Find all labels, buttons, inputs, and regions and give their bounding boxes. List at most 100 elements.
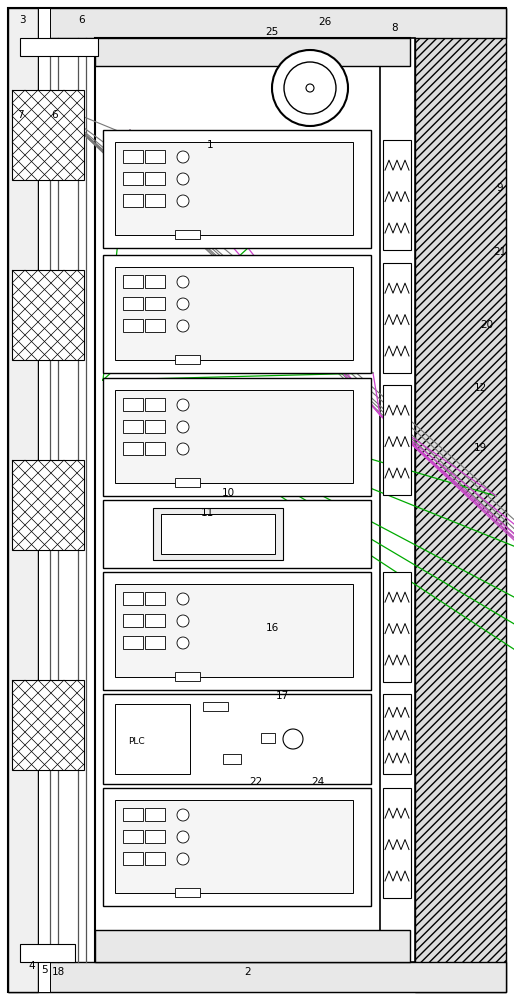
- Bar: [123, 297, 143, 310]
- Bar: [383, 385, 411, 495]
- Circle shape: [272, 50, 348, 126]
- Circle shape: [177, 421, 189, 433]
- Circle shape: [177, 173, 189, 185]
- Bar: [175, 355, 200, 364]
- Bar: [175, 230, 200, 239]
- Circle shape: [177, 637, 189, 649]
- Bar: [145, 319, 165, 332]
- Bar: [123, 194, 143, 207]
- Text: 7: 7: [16, 110, 23, 120]
- Text: 21: 21: [493, 247, 507, 257]
- Bar: [153, 508, 283, 560]
- Circle shape: [177, 320, 189, 332]
- Text: 8: 8: [392, 23, 398, 33]
- Bar: [161, 514, 275, 554]
- Bar: [103, 378, 371, 496]
- Bar: [123, 442, 143, 455]
- Bar: [261, 733, 275, 743]
- Text: 16: 16: [265, 623, 279, 633]
- Bar: [115, 800, 353, 893]
- Bar: [123, 830, 143, 843]
- Circle shape: [177, 615, 189, 627]
- Bar: [123, 275, 143, 288]
- Text: 22: 22: [249, 777, 263, 787]
- Bar: [123, 808, 143, 821]
- Bar: [123, 150, 143, 163]
- Bar: [145, 150, 165, 163]
- Bar: [123, 172, 143, 185]
- Bar: [12, 680, 84, 770]
- Bar: [145, 420, 165, 433]
- Bar: [123, 420, 143, 433]
- Circle shape: [306, 84, 314, 92]
- Text: 24: 24: [311, 777, 325, 787]
- Bar: [115, 142, 353, 235]
- Bar: [383, 263, 411, 373]
- Bar: [145, 297, 165, 310]
- Bar: [115, 704, 190, 774]
- Text: 2: 2: [245, 967, 251, 977]
- Circle shape: [177, 809, 189, 821]
- Bar: [123, 592, 143, 605]
- Bar: [12, 270, 84, 360]
- Circle shape: [177, 443, 189, 455]
- Bar: [95, 38, 410, 962]
- Bar: [12, 460, 84, 550]
- Bar: [95, 930, 410, 962]
- Text: 10: 10: [222, 488, 234, 498]
- Circle shape: [177, 151, 189, 163]
- Bar: [145, 275, 165, 288]
- Text: 9: 9: [497, 183, 503, 193]
- Text: 26: 26: [318, 17, 332, 27]
- Text: 25: 25: [265, 27, 279, 37]
- Bar: [115, 390, 353, 483]
- Bar: [145, 172, 165, 185]
- Text: 18: 18: [51, 967, 65, 977]
- Bar: [383, 788, 411, 898]
- Bar: [175, 478, 200, 487]
- Bar: [145, 592, 165, 605]
- Bar: [145, 398, 165, 411]
- Text: 11: 11: [200, 508, 214, 518]
- Bar: [20, 944, 75, 962]
- Bar: [203, 702, 228, 711]
- Bar: [103, 500, 371, 568]
- Bar: [383, 694, 411, 774]
- Text: 3: 3: [19, 15, 25, 25]
- Bar: [145, 614, 165, 627]
- Bar: [380, 38, 415, 962]
- Text: 6: 6: [79, 15, 85, 25]
- Bar: [383, 572, 411, 682]
- Text: 17: 17: [276, 691, 289, 701]
- Bar: [175, 888, 200, 897]
- Circle shape: [177, 298, 189, 310]
- Bar: [20, 38, 98, 56]
- Circle shape: [177, 853, 189, 865]
- Circle shape: [177, 831, 189, 843]
- Bar: [123, 852, 143, 865]
- Bar: [8, 8, 506, 38]
- Bar: [145, 830, 165, 843]
- Bar: [383, 140, 411, 250]
- Bar: [8, 8, 38, 992]
- Bar: [145, 808, 165, 821]
- Text: 19: 19: [473, 443, 487, 453]
- Bar: [115, 267, 353, 360]
- Bar: [8, 962, 506, 992]
- Bar: [123, 319, 143, 332]
- Bar: [145, 852, 165, 865]
- Bar: [123, 614, 143, 627]
- Text: 1: 1: [207, 140, 213, 150]
- Bar: [145, 636, 165, 649]
- Circle shape: [177, 399, 189, 411]
- Circle shape: [177, 195, 189, 207]
- Circle shape: [177, 276, 189, 288]
- Bar: [415, 8, 506, 992]
- Bar: [103, 694, 371, 784]
- Text: 6: 6: [52, 110, 58, 120]
- Text: 12: 12: [473, 383, 487, 393]
- Bar: [103, 255, 371, 373]
- Bar: [103, 788, 371, 906]
- Circle shape: [177, 593, 189, 605]
- Bar: [115, 584, 353, 677]
